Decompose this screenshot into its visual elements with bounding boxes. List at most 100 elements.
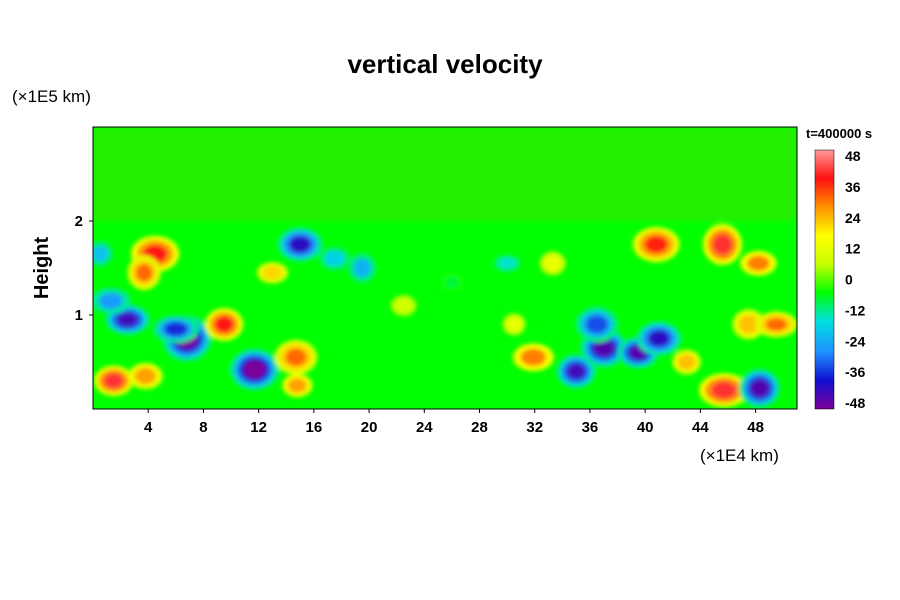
upper-band xyxy=(93,127,797,221)
feature-blob xyxy=(229,348,280,391)
feature-blob xyxy=(347,253,377,283)
feature-blob xyxy=(205,307,244,341)
feature-contour xyxy=(746,255,770,272)
feature-blob xyxy=(574,306,619,343)
colorbar-tick-label: -36 xyxy=(845,364,865,380)
feature-contour xyxy=(677,354,696,370)
colorbar-ticks: 48 36 24 12 0 -12 -24 -36 -48 xyxy=(845,148,865,411)
feature-contour xyxy=(506,317,522,332)
x-tick-label: 28 xyxy=(471,419,488,436)
x-tick-label: 20 xyxy=(361,419,378,436)
feature-contour xyxy=(644,235,668,254)
feature-blob xyxy=(755,311,797,338)
feature-blob xyxy=(256,262,288,284)
feature-contour xyxy=(135,264,153,282)
feature-blob xyxy=(127,255,161,291)
feature-blob xyxy=(636,321,682,356)
feature-contour xyxy=(93,245,109,263)
colorbar-tick-label: -12 xyxy=(845,302,865,318)
x-tick-label: 36 xyxy=(582,419,599,436)
x-axis-ticks: 4 8 12 16 20 24 28 32 36 40 44 48 xyxy=(144,409,764,436)
feature-contour xyxy=(712,234,733,255)
feature-contour xyxy=(520,348,547,366)
feature-contour xyxy=(593,339,615,357)
colorbar-tick-label: -48 xyxy=(845,395,865,411)
colorbar-tick-label: -24 xyxy=(845,333,865,349)
x-tick-label: 16 xyxy=(306,419,323,436)
time-label: t=400000 s xyxy=(806,126,872,141)
x-tick-label: 4 xyxy=(144,419,153,436)
colorbar: 48 36 24 12 0 -12 -24 -36 -48 xyxy=(814,148,865,411)
x-tick-label: 24 xyxy=(416,419,433,436)
x-tick-label: 44 xyxy=(692,419,709,436)
feature-blob xyxy=(672,349,701,375)
y-axis-ticks: 12 xyxy=(75,213,93,324)
feature-blob xyxy=(502,313,526,336)
feature-blob xyxy=(152,315,199,344)
colorbar-tick-label: 24 xyxy=(845,210,861,226)
data-features xyxy=(93,127,797,409)
feature-contour xyxy=(395,299,412,313)
x-tick-label: 32 xyxy=(526,419,543,436)
feature-contour xyxy=(544,255,561,271)
x-axis-unit: (×1E4 km) xyxy=(700,446,779,465)
feature-blob xyxy=(277,227,323,262)
feature-contour xyxy=(287,378,307,393)
feature-contour xyxy=(738,315,759,334)
feature-contour xyxy=(243,360,266,379)
feature-blob xyxy=(698,373,749,408)
feature-contour xyxy=(765,317,787,331)
feature-blob xyxy=(539,251,566,276)
feature-blob xyxy=(93,240,114,267)
x-tick-label: 48 xyxy=(747,419,764,436)
feature-blob xyxy=(491,253,523,273)
feature-blob xyxy=(317,246,352,272)
plot-area xyxy=(92,126,798,410)
feature-contour xyxy=(353,258,372,278)
feature-blob xyxy=(512,343,554,372)
y-tick-label: 2 xyxy=(75,213,83,230)
feature-contour xyxy=(497,257,517,270)
y-tick-label: 1 xyxy=(75,307,83,324)
feature-blob xyxy=(274,339,318,375)
feature-blob xyxy=(94,365,134,396)
feature-blob xyxy=(128,363,163,390)
feature-contour xyxy=(103,373,124,389)
x-tick-label: 8 xyxy=(199,419,207,436)
feature-contour xyxy=(262,266,283,280)
feature-blob xyxy=(555,353,597,389)
feature-contour xyxy=(117,312,138,327)
colorbar-tick-label: 36 xyxy=(845,179,861,195)
colorbar-gradient xyxy=(814,149,835,410)
y-axis-unit: (×1E5 km) xyxy=(12,87,91,106)
feature-blob xyxy=(702,223,743,266)
feature-blob xyxy=(282,373,313,398)
x-tick-label: 12 xyxy=(250,419,267,436)
feature-contour xyxy=(567,363,585,380)
colorbar-tick-label: 0 xyxy=(845,272,853,288)
feature-blob xyxy=(738,368,781,409)
plot-frame xyxy=(92,126,798,410)
chart-title: vertical velocity xyxy=(347,49,543,79)
feature-blob xyxy=(632,226,680,263)
y-axis-label: Height xyxy=(31,237,53,300)
feature-contour xyxy=(444,276,460,289)
feature-blob xyxy=(390,295,417,317)
feature-contour xyxy=(324,250,345,267)
feature-contour xyxy=(585,315,608,334)
feature-contour xyxy=(288,236,312,253)
feature-blob xyxy=(732,309,765,340)
feature-contour xyxy=(750,379,769,398)
colorbar-tick-label: 48 xyxy=(845,148,861,164)
feature-contour xyxy=(134,367,157,385)
feature-contour xyxy=(98,292,123,310)
feature-contour xyxy=(711,381,737,399)
colorbar-tick-label: 12 xyxy=(845,241,861,257)
feature-contour xyxy=(164,322,188,337)
feature-blob xyxy=(93,287,131,314)
x-tick-label: 40 xyxy=(637,419,654,436)
feature-contour xyxy=(285,348,307,366)
feature-blob xyxy=(440,272,464,292)
feature-contour xyxy=(214,316,234,333)
